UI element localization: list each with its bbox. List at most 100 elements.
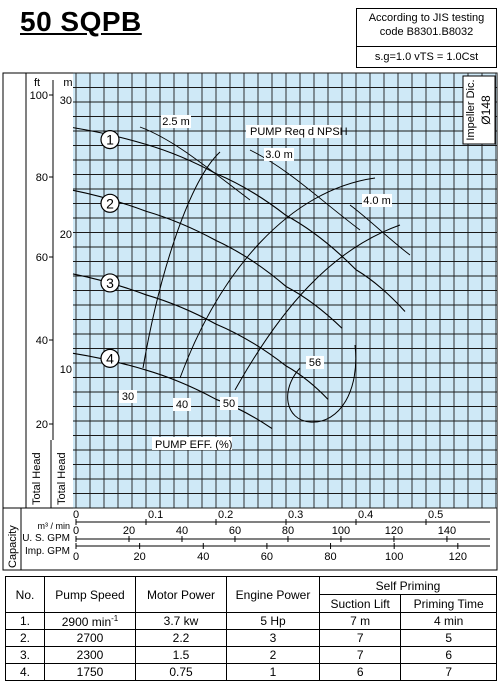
efficiency-value-label: 30: [122, 391, 134, 403]
curve-marker-label-4: 4: [106, 350, 114, 366]
cell-lift: 7 m: [318, 612, 402, 630]
eff-label-bg: [220, 397, 238, 410]
cmm-tick-label: 0.2: [218, 509, 233, 521]
cell-engine: 1: [226, 663, 320, 681]
axis-unit-m: m: [63, 77, 72, 89]
cell-priming: 6: [400, 646, 497, 664]
cell-motor: 3.7 kw: [135, 612, 227, 630]
cell-motor: 2.2: [135, 629, 227, 647]
usgpm-tick-label: 80: [282, 525, 294, 537]
npsh-label-bg: [161, 115, 191, 128]
impgpm-tick-label: 60: [261, 551, 273, 563]
col-suction-lift: Suction Lift: [318, 594, 402, 613]
cell-priming: 4 min: [400, 612, 497, 630]
impgpm-unit: Imp. GPM: [25, 546, 70, 557]
efficiency-value-label: 40: [176, 399, 188, 411]
impgpm-tick-label: 80: [324, 551, 336, 563]
cell-priming: 7: [400, 663, 497, 681]
usgpm-tick-label: 60: [229, 525, 241, 537]
impeller-label: Impeller Dic.: [465, 79, 477, 140]
curve-marker-4: [100, 348, 120, 368]
spec-line-3: s.g=1.0 vTS = 1.0Cst: [357, 46, 496, 63]
eff-label-bg: [119, 390, 137, 403]
impgpm-tick-label: 20: [134, 551, 146, 563]
curve-marker-label-2: 2: [106, 195, 114, 211]
usgpm-tick-label: 100: [332, 525, 350, 537]
usgpm-tick-label: 120: [385, 525, 403, 537]
cmm-tick-label: 0.4: [358, 509, 373, 521]
test-spec-box: According to JIS testing code B8301.B803…: [356, 8, 497, 68]
impgpm-tick-label: 100: [385, 551, 403, 563]
axis-unit-ft: ft: [34, 77, 40, 89]
head-curve-3: [72, 273, 329, 400]
npsh-title-bg: [246, 125, 341, 138]
cell-lift: 7: [318, 646, 402, 664]
capacity-label: Capacity: [7, 525, 19, 568]
cmm-tick-label: 0.1: [148, 509, 163, 521]
impgpm-tick-label: 40: [197, 551, 209, 563]
performance-chart: Impeller Dic. Ø148 1 2 3 4 2.5 m 3.0 m 4.0 m PU…: [2, 72, 498, 571]
col-motor-power: Motor Power: [135, 576, 227, 613]
curve-marker-2: [100, 193, 120, 213]
usgpm-tick-label: 20: [123, 525, 135, 537]
impeller-box: [462, 75, 496, 145]
chart-axes: ft m 100 80 60 40 20 30 20 10 Total Head Total Head…: [7, 77, 490, 568]
model-title: 50 SQPB: [20, 6, 142, 37]
efficiency-value-label: 50: [223, 398, 235, 410]
curve-marker-1: [100, 130, 120, 150]
table-row: 2. 2700 2.2 3 7 5: [5, 629, 497, 647]
specification-table: No. Pump Speed Motor Power Engine Power …: [5, 576, 497, 681]
head-capacity-curves: 1 2 3 4: [72, 127, 406, 430]
m-tick-label: 30: [60, 95, 72, 107]
cell-no: 3.: [5, 646, 45, 664]
cell-lift: 6: [318, 663, 402, 681]
cell-speed: 2300: [44, 646, 136, 664]
eff-title-bg: [152, 437, 232, 450]
cell-no: 1.: [5, 612, 45, 630]
impeller-diameter: Ø148: [479, 95, 493, 125]
cell-speed: 1750: [44, 663, 136, 681]
npsh-title: PUMP Req d NPSH: [250, 126, 348, 138]
efficiency-curve-1: [142, 151, 221, 369]
cell-no: 4.: [5, 663, 45, 681]
curve-marker-label-3: 3: [106, 275, 114, 291]
ft-tick-label: 60: [36, 252, 48, 264]
head-curve-1: [72, 127, 406, 312]
chart-labels: 2.5 m 3.0 m 4.0 m PUMP Req d NPSH 30 40 50 56 PU…: [119, 115, 392, 451]
cell-engine: 2: [226, 646, 320, 664]
cmm-tick-label: 0.5: [428, 509, 443, 521]
cmm-unit: m³ / min: [38, 521, 71, 531]
npsh-value-label: 3.0 m: [265, 149, 293, 161]
npsh-value-label: 4.0 m: [363, 195, 391, 207]
total-head-label-1: Total Head: [31, 452, 43, 505]
efficiency-value-label: 56: [309, 357, 321, 369]
col-priming-time: Priming Time: [400, 594, 497, 613]
col-pump-speed: Pump Speed: [44, 576, 136, 613]
cell-speed: 2900 min-1: [44, 612, 136, 630]
eff-label-bg: [173, 398, 191, 411]
cell-engine: 3: [226, 629, 320, 647]
total-head-label-2: Total Head: [56, 452, 68, 505]
cell-speed: 2700: [44, 629, 136, 647]
m-tick-label: 20: [60, 229, 72, 241]
efficiency-title: PUMP EFF. (%): [155, 439, 232, 451]
cell-motor: 0.75: [135, 663, 227, 681]
ft-tick-label: 100: [30, 90, 48, 102]
col-engine-power: Engine Power: [226, 576, 320, 613]
spec-line-1: According to JIS testing: [368, 12, 485, 24]
npsh-value-label: 2.5 m: [162, 116, 190, 128]
cell-engine: 5 Hp: [226, 612, 320, 630]
efficiency-curve-2: [179, 177, 376, 379]
curve-marker-label-1: 1: [106, 132, 114, 148]
usgpm-unit: U. S. GPM: [22, 533, 70, 544]
ft-tick-label: 40: [36, 335, 48, 347]
npsh-label-bg: [264, 148, 294, 161]
efficiency-curve-4: [287, 344, 357, 423]
curve-marker-3: [100, 273, 120, 293]
col-self-priming: Self Priming: [319, 576, 497, 595]
m-tick-label: 10: [60, 364, 72, 376]
cell-motor: 1.5: [135, 646, 227, 664]
head-curve-2: [72, 189, 343, 329]
cell-priming: 5: [400, 629, 497, 647]
